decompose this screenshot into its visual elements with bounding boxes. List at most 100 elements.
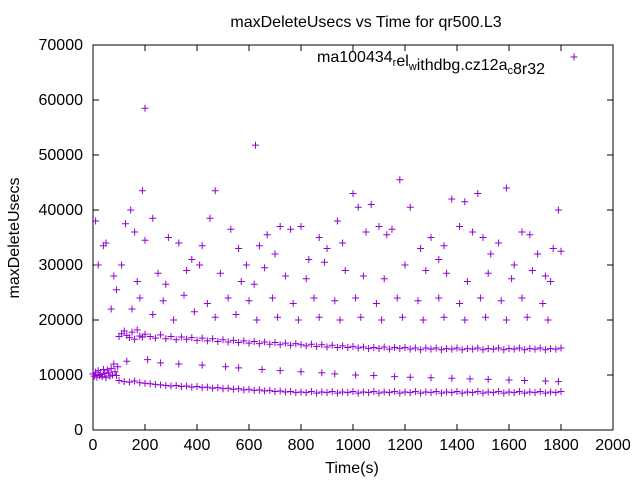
data-point bbox=[497, 297, 505, 305]
x-tick-label: 0 bbox=[89, 437, 98, 454]
data-point bbox=[318, 388, 326, 396]
data-point bbox=[515, 388, 523, 395]
x-tick-label: 1000 bbox=[335, 437, 371, 454]
data-point bbox=[515, 344, 523, 352]
data-point bbox=[141, 104, 149, 112]
data-point bbox=[547, 388, 555, 396]
legend-label-part: el bbox=[396, 53, 408, 70]
data-point bbox=[357, 313, 365, 321]
data-point bbox=[354, 389, 362, 397]
data-point bbox=[406, 203, 414, 211]
data-point bbox=[144, 356, 152, 364]
data-point bbox=[107, 305, 115, 313]
data-point bbox=[112, 286, 120, 294]
x-tick-label: 1600 bbox=[491, 437, 527, 454]
data-point bbox=[396, 345, 404, 353]
data-point bbox=[484, 388, 492, 396]
data-point bbox=[162, 280, 170, 288]
data-point bbox=[484, 375, 492, 383]
data-point bbox=[271, 388, 279, 395]
data-point bbox=[252, 141, 259, 149]
data-point bbox=[111, 368, 119, 376]
data-point bbox=[149, 311, 157, 318]
x-tick-label: 1200 bbox=[387, 437, 423, 454]
data-point bbox=[183, 382, 191, 390]
data-point bbox=[541, 272, 549, 280]
data-point bbox=[211, 187, 219, 195]
data-point bbox=[432, 344, 440, 352]
data-point bbox=[463, 388, 471, 396]
data-point bbox=[417, 346, 425, 354]
data-point bbox=[175, 360, 183, 368]
data-point bbox=[216, 269, 224, 277]
data-point bbox=[149, 214, 157, 222]
data-point bbox=[253, 316, 261, 324]
data-point bbox=[219, 385, 227, 393]
data-point bbox=[110, 360, 118, 368]
data-point bbox=[474, 344, 482, 352]
y-tick-label: 70000 bbox=[39, 37, 84, 54]
data-point bbox=[489, 345, 497, 353]
data-point bbox=[190, 308, 198, 316]
data-point bbox=[398, 313, 406, 321]
data-point bbox=[235, 245, 243, 252]
data-point bbox=[435, 256, 443, 263]
data-point bbox=[222, 363, 230, 371]
data-point bbox=[469, 389, 477, 397]
data-point bbox=[281, 339, 289, 347]
data-point bbox=[323, 389, 331, 397]
data-point bbox=[383, 231, 391, 239]
data-point bbox=[250, 386, 258, 394]
data-point bbox=[370, 372, 378, 380]
data-point bbox=[526, 231, 534, 239]
data-point bbox=[388, 225, 396, 233]
data-point bbox=[328, 388, 336, 395]
data-point bbox=[302, 275, 310, 283]
data-point bbox=[456, 300, 464, 307]
data-point bbox=[167, 382, 175, 390]
data-point bbox=[396, 176, 404, 184]
data-point bbox=[131, 228, 139, 236]
data-point bbox=[354, 344, 362, 352]
data-point bbox=[359, 343, 367, 351]
y-tick-label: 50000 bbox=[39, 147, 84, 164]
y-tick-label: 0 bbox=[74, 422, 83, 439]
data-point bbox=[315, 234, 323, 241]
data-point bbox=[333, 344, 341, 351]
data-point bbox=[323, 343, 331, 351]
data-point bbox=[219, 336, 227, 344]
data-point bbox=[157, 359, 165, 367]
data-point bbox=[539, 300, 547, 307]
data-point bbox=[505, 345, 513, 353]
data-point bbox=[474, 388, 482, 395]
data-point bbox=[131, 335, 139, 343]
data-point bbox=[281, 272, 289, 280]
data-point bbox=[401, 344, 409, 351]
data-point bbox=[255, 340, 263, 348]
data-point bbox=[365, 389, 373, 397]
data-point bbox=[133, 278, 141, 285]
data-point bbox=[107, 364, 115, 372]
data-point bbox=[331, 370, 339, 378]
data-point bbox=[258, 366, 266, 373]
data-point bbox=[495, 344, 503, 352]
y-axis-ticks: 0 10000 20000 30000 40000 50000 60000 70000 bbox=[39, 37, 613, 439]
data-point bbox=[162, 381, 170, 389]
data-point bbox=[422, 388, 430, 396]
data-point bbox=[242, 261, 250, 269]
data-point bbox=[133, 326, 141, 334]
data-point bbox=[331, 297, 339, 305]
data-point bbox=[443, 388, 451, 396]
data-point bbox=[443, 345, 451, 353]
data-point bbox=[297, 368, 305, 376]
data-point bbox=[536, 344, 544, 352]
x-axis-label: Time(s) bbox=[325, 460, 379, 477]
data-point bbox=[489, 389, 497, 397]
data-point bbox=[245, 339, 253, 347]
data-point bbox=[427, 234, 435, 241]
data-point bbox=[521, 377, 529, 384]
data-point bbox=[518, 294, 526, 302]
data-point bbox=[437, 389, 445, 397]
x-tick-label: 1400 bbox=[439, 437, 475, 454]
data-point bbox=[307, 340, 315, 348]
